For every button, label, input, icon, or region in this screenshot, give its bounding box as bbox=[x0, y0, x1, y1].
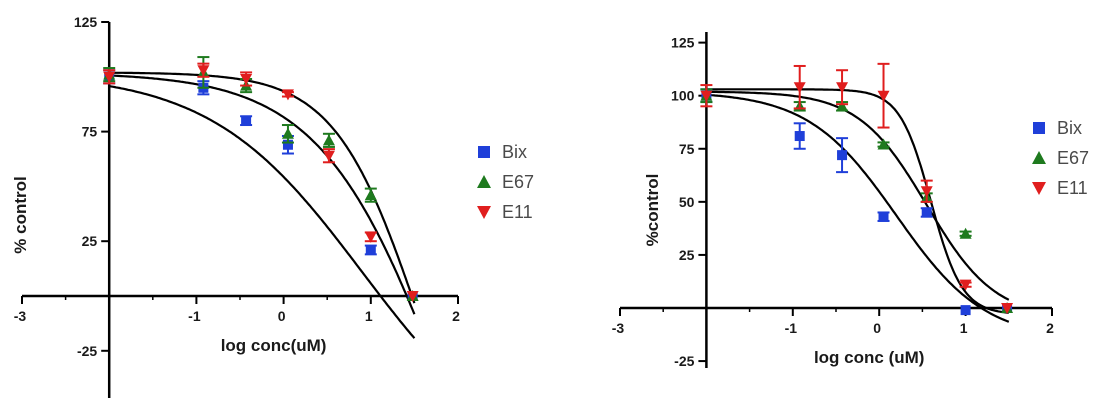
y-tick-label: 50 bbox=[679, 194, 695, 210]
left-chart: -3 -1 0 1 2 125 75 25 -25 log conc(uM) % control Bi… bbox=[11, 14, 534, 398]
data-point-bix bbox=[878, 211, 889, 222]
right-chart: -3 -1 0 1 2 125 100 75 50 25 -25 log conc (uM) %cont… bbox=[612, 32, 1089, 369]
data-point-e11 bbox=[103, 71, 116, 83]
y-tick-label: -25 bbox=[674, 353, 694, 369]
y-tick-label: 75 bbox=[679, 141, 695, 157]
y-tick-label: 125 bbox=[74, 14, 98, 30]
x-tick-label: -3 bbox=[612, 320, 625, 336]
data-point-e11 bbox=[197, 65, 210, 77]
data-point-e11 bbox=[406, 291, 419, 302]
data-point-e11 bbox=[836, 82, 849, 94]
x-tick-label: 1 bbox=[365, 308, 373, 324]
legend-label-bix: Bix bbox=[1057, 118, 1082, 138]
fit-curve-e11 bbox=[109, 71, 416, 304]
y-tick-label: 25 bbox=[82, 233, 98, 249]
data-point-e67 bbox=[836, 100, 849, 112]
legend-label-e11: E11 bbox=[1057, 178, 1088, 198]
y-tick-label: 75 bbox=[82, 124, 98, 140]
data-point-e67 bbox=[364, 189, 377, 201]
x-tick-label: -3 bbox=[14, 308, 27, 324]
y-axis-label: % control bbox=[11, 176, 30, 253]
data-point-e67 bbox=[959, 227, 972, 239]
data-point-e11 bbox=[959, 279, 972, 291]
y-tick-label: 125 bbox=[671, 35, 695, 51]
fit-curve-e67 bbox=[706, 90, 1010, 301]
y-tick-label: -25 bbox=[77, 343, 97, 359]
legend-marker-e11 bbox=[1032, 182, 1046, 195]
data-point-e67 bbox=[322, 134, 335, 146]
fit-curve-e11 bbox=[706, 88, 1009, 314]
data-point-e11 bbox=[920, 186, 933, 198]
data-point-bix bbox=[241, 115, 252, 126]
legend-label-bix: Bix bbox=[502, 142, 527, 162]
legend-marker-bix bbox=[478, 146, 490, 158]
data-point-e11 bbox=[700, 90, 713, 102]
data-point-e11 bbox=[322, 150, 335, 162]
data-point-e67 bbox=[281, 127, 294, 139]
legend-label-e67: E67 bbox=[1057, 148, 1089, 168]
data-point-e67 bbox=[877, 138, 890, 150]
fit-curve-bix bbox=[109, 85, 416, 339]
x-tick-label: 2 bbox=[452, 308, 460, 324]
data-point-e11 bbox=[793, 82, 806, 94]
fit-curve-bix bbox=[706, 93, 1010, 323]
data-point-bix bbox=[282, 139, 293, 150]
legend-marker-e67 bbox=[1032, 151, 1046, 164]
x-tick-label: 1 bbox=[960, 320, 968, 336]
x-tick-label: -1 bbox=[188, 308, 201, 324]
legend-marker-e67 bbox=[477, 175, 491, 188]
data-point-e11 bbox=[364, 231, 377, 243]
data-point-bix bbox=[837, 150, 848, 161]
data-point-e11 bbox=[240, 73, 253, 85]
y-axis-label: %control bbox=[643, 174, 662, 247]
data-point-e11 bbox=[1001, 303, 1014, 314]
x-tick-label: 0 bbox=[278, 308, 286, 324]
x-tick-label: 0 bbox=[873, 320, 881, 336]
legend-marker-e11 bbox=[477, 206, 491, 219]
legend-label-e11: E11 bbox=[502, 202, 533, 222]
data-point-bix bbox=[365, 244, 376, 255]
x-axis-label: log conc (uM) bbox=[814, 348, 924, 367]
fit-curve-e67 bbox=[109, 74, 416, 315]
data-point-e11 bbox=[877, 90, 890, 102]
data-point-e11 bbox=[281, 89, 294, 101]
y-tick-label: 100 bbox=[671, 88, 695, 104]
x-tick-label: -1 bbox=[785, 320, 798, 336]
data-point-bix bbox=[960, 305, 971, 316]
data-point-bix bbox=[794, 131, 805, 142]
data-point-bix bbox=[921, 207, 932, 218]
legend-marker-bix bbox=[1033, 122, 1045, 134]
x-tick-label: 2 bbox=[1046, 320, 1054, 336]
x-axis-label: log conc(uM) bbox=[221, 336, 327, 355]
legend-label-e67: E67 bbox=[502, 172, 534, 192]
y-tick-label: 25 bbox=[679, 247, 695, 263]
